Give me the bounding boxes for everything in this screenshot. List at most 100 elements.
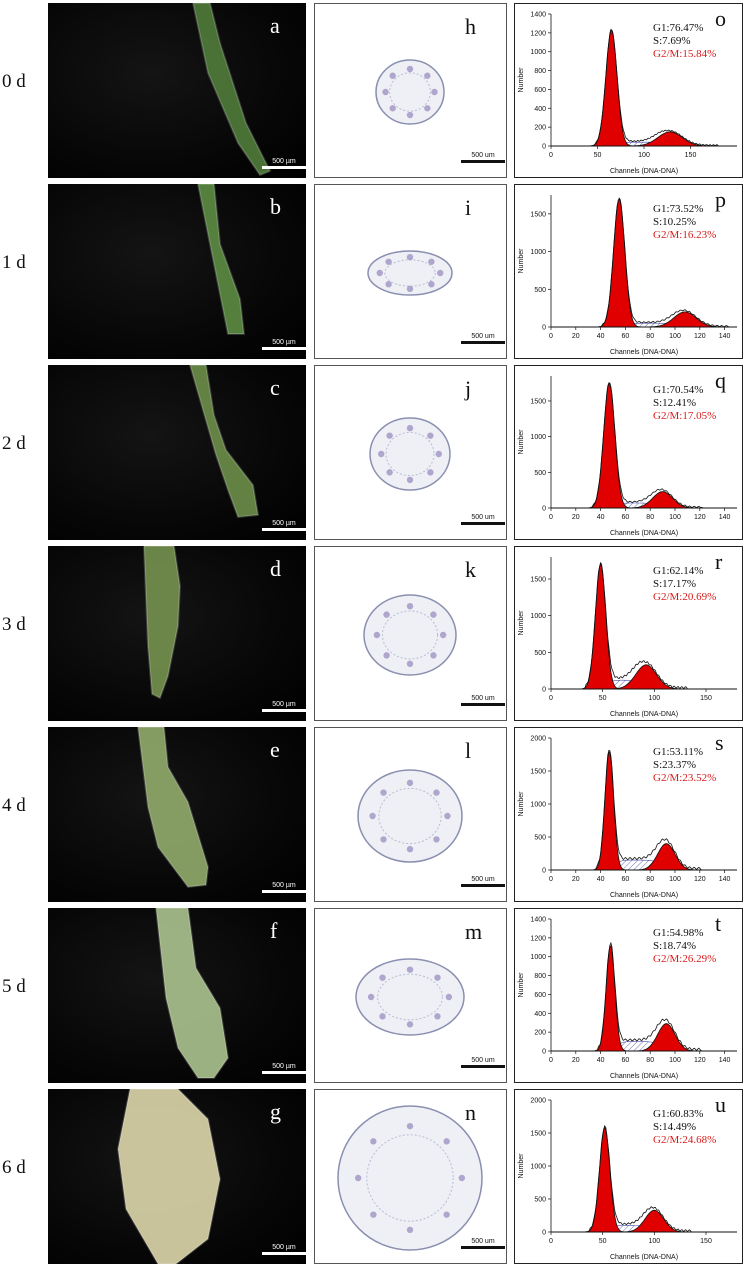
vascular-bundle	[406, 65, 414, 73]
explant-photo: e 500 µm	[48, 727, 306, 902]
y-tick-label: 1000	[530, 802, 546, 809]
cell-cycle-stats: G1:54.98% S:18.74% G2/M:26.29%	[653, 927, 716, 966]
explant-photo: b 500 µm	[48, 184, 306, 359]
tissue-section: l 500 um	[314, 727, 507, 902]
x-tick-label: 100	[669, 1057, 681, 1064]
section-image	[367, 250, 453, 296]
tissue-section: n 500 um	[314, 1089, 507, 1264]
vascular-bundle	[389, 72, 396, 79]
x-tick-label: 0	[549, 152, 553, 159]
flow-cytometry-histogram: 0 20 40 60 80 100 120 140 0 500 1000 1500 Channels (…	[514, 184, 743, 359]
figure-row: 2 d c 500 µm j 500 um 0 20 40 60 80 100 120 140 0 500 1…	[0, 365, 748, 540]
x-tick-label: 20	[572, 1057, 580, 1064]
x-tick-label: 150	[685, 152, 697, 159]
scale-bar: 500 um	[461, 876, 505, 887]
x-tick-label: 100	[669, 514, 681, 521]
flow-cytometry-histogram: 0 50 100 150 0 500 1000 1500 Channels (DNA-DNA) N…	[514, 546, 743, 721]
x-tick-label: 40	[597, 514, 605, 521]
histogram-plot: 0 20 40 60 80 100 120 140 0 500 1000 1500 Channels (…	[518, 376, 737, 537]
scale-bar-line	[262, 166, 306, 169]
x-tick-label: 60	[622, 333, 630, 340]
y-tick-label: 0	[542, 325, 546, 332]
vascular-bundle	[428, 258, 435, 265]
s-percent: S:12.41%	[653, 397, 697, 409]
scale-bar: 500 µm	[262, 882, 306, 893]
vascular-bundle	[385, 258, 392, 265]
explant-shape	[144, 546, 180, 698]
g2m-percent: G2/M:16.23%	[653, 229, 717, 241]
cell-cycle-stats: G1:70.54% S:12.41% G2/M:17.05%	[653, 384, 716, 423]
g2m-peak	[551, 491, 737, 509]
scale-bar: 500 um	[461, 514, 505, 525]
x-tick-label: 0	[549, 333, 553, 340]
scale-bar-line	[461, 703, 505, 706]
y-tick-label: 1000	[530, 1164, 546, 1171]
vascular-bundle	[389, 105, 396, 112]
x-tick-label: 50	[599, 1238, 607, 1245]
scale-bar: 500 µm	[262, 520, 306, 531]
y-tick-label: 1400	[530, 917, 546, 924]
scale-bar-label: 500 µm	[272, 701, 296, 708]
s-percent: S:18.74%	[653, 940, 697, 952]
x-tick-label: 0	[549, 1057, 553, 1064]
explant-photo: c 500 µm	[48, 365, 306, 540]
vascular-bundle	[434, 1013, 441, 1020]
y-tick-label: 1000	[530, 954, 546, 961]
figure-row: 1 d b 500 µm i 500 um 0 20 40 60 80 100 120 140 0 500 1…	[0, 184, 748, 359]
y-tick-label: 500	[534, 470, 546, 477]
flow-cytometry-histogram: 0 50 100 150 0 500 1000 1500 2000 Channels (DNA-D…	[514, 1089, 743, 1264]
g2m-peak	[551, 1209, 737, 1233]
x-tick-label: 80	[646, 333, 654, 340]
panel-letter: n	[465, 1100, 476, 1125]
y-axis-label: Number	[518, 1153, 525, 1179]
y-axis-label: Number	[518, 610, 525, 636]
vascular-bundle	[433, 789, 440, 796]
x-tick-label: 60	[622, 514, 630, 521]
panel-letter: e	[270, 737, 280, 762]
explant-image	[154, 908, 230, 1079]
scale-bar-label: 500 um	[471, 514, 495, 521]
vascular-bundle	[430, 652, 437, 659]
x-tick-label: 60	[622, 1057, 630, 1064]
tissue-section: k 500 um	[314, 546, 507, 721]
scale-bar-label: 500 µm	[272, 882, 296, 889]
vascular-bundle	[427, 469, 434, 476]
y-axis-label: Number	[518, 972, 525, 998]
x-tick-label: 60	[622, 876, 630, 883]
section-image	[357, 769, 463, 863]
cell-cycle-stats: G1:60.83% S:14.49% G2/M:24.68%	[653, 1108, 716, 1147]
x-tick-label: 140	[719, 514, 731, 521]
scale-bar-label: 500 µm	[272, 339, 296, 346]
scale-bar-label: 500 um	[471, 1057, 495, 1064]
section-stele	[378, 787, 442, 845]
panel-letter: s	[715, 730, 724, 755]
scale-bar-line	[262, 890, 306, 893]
y-tick-label: 200	[534, 1030, 546, 1037]
y-tick-label: 1000	[530, 249, 546, 256]
day-label: 5 d	[2, 976, 26, 997]
panel-letter: k	[465, 557, 476, 582]
y-tick-label: 2000	[530, 1098, 546, 1105]
flow-cytometry-histogram: 0 20 40 60 80 100 120 140 0 500 1000 1500 Channels (…	[514, 365, 743, 540]
explant-photo: a 500 µm	[48, 3, 306, 178]
g1-percent: G1:60.83%	[653, 1108, 704, 1120]
x-tick-label: 140	[719, 876, 731, 883]
histogram-plot: 0 50 100 150 0 200 400 600 800 1000 1200 1400 Channe…	[518, 12, 737, 175]
panel-letter: i	[465, 195, 472, 220]
vascular-bundle	[406, 476, 414, 484]
vascular-bundle	[380, 789, 387, 796]
explant-shape	[193, 3, 270, 175]
vascular-bundle	[370, 1211, 377, 1218]
x-tick-label: 120	[694, 333, 706, 340]
x-tick-label: 100	[648, 695, 660, 702]
x-tick-label: 20	[572, 333, 580, 340]
s-percent: S:7.69%	[653, 35, 691, 47]
flow-cytometry-histogram: 0 50 100 150 0 200 400 600 800 1000 1200 1400 Channe…	[514, 3, 743, 178]
cell-cycle-stats: G1:53.11% S:23.37% G2/M:23.52%	[653, 746, 716, 785]
scale-bar-line	[461, 884, 505, 887]
y-tick-label: 1200	[530, 935, 546, 942]
scale-bar: 500 µm	[262, 339, 306, 350]
scale-bar-line	[461, 1065, 505, 1068]
